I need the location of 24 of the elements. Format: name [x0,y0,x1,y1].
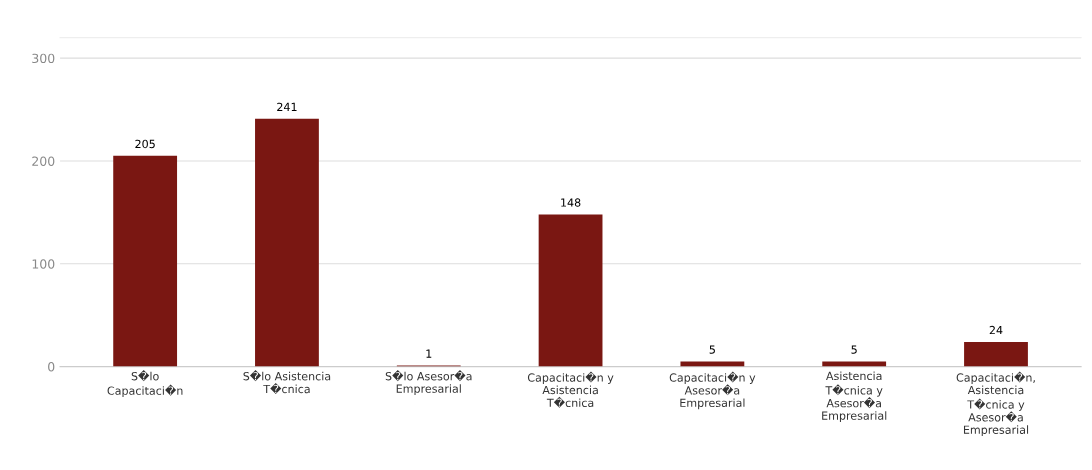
data-label: 24 [989,325,1003,335]
bar [822,361,887,367]
y-tick-label: 200 [32,156,55,166]
data-label: 205 [135,139,155,149]
x-tick-label: Capacitaci�n, Asistencia T�cnica y Asesor�a Empresarial [956,371,1035,437]
x-tick-label: S�lo Capacitaci�n [107,370,183,397]
y-tick-label: 0 [48,362,55,372]
data-label: 5 [709,345,715,354]
x-tick-label: S�lo Asesor�a Empresarial [385,370,472,395]
data-label: 241 [277,102,297,111]
data-label: 1 [426,349,432,358]
x-tick-label: S�lo Asistencia T�cnica [243,370,331,394]
bar [538,214,603,367]
x-tick-label: Capacitaci�n y Asistencia T�cnica [527,371,614,408]
x-tick-label: Asistencia T�cnica y Asesor�a Empresarial [822,371,887,422]
data-label: 148 [561,198,581,207]
data-label: 5 [851,345,857,354]
x-tick-label: Capacitaci�n y Asesor�a Empresarial [669,371,756,410]
y-tick-label: 100 [32,259,55,269]
bar [680,361,745,367]
bar [255,118,319,367]
bar [113,155,178,367]
y-tick-label: 300 [32,53,55,64]
bar [964,341,1028,367]
